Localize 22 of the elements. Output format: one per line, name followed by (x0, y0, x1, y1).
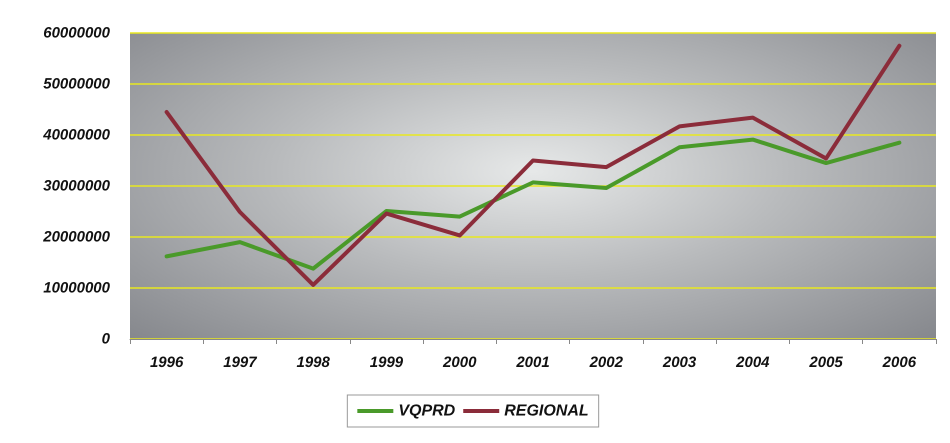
y-tick-label: 10000000 (43, 280, 111, 296)
x-tick-label: 2006 (882, 354, 917, 371)
x-tick-label: 1996 (150, 354, 184, 371)
x-tick-label: 2001 (515, 354, 550, 371)
y-tick-label: 60000000 (43, 24, 111, 42)
x-tick-label: 1997 (223, 354, 258, 371)
legend-label: VQPRD (398, 402, 456, 420)
x-tick-label: 1998 (296, 354, 331, 371)
y-tick-label: 40000000 (42, 126, 111, 144)
x-tick-label: 2004 (735, 354, 770, 371)
line-series (164, 138, 902, 271)
y-tick-label: 0 (102, 330, 111, 348)
x-tick-label: 2002 (588, 354, 624, 371)
line-series (164, 44, 902, 287)
legend-label: REGIONAL (504, 402, 589, 420)
y-tick-label: 50000000 (43, 76, 111, 92)
y-tick-label: 30000000 (43, 178, 111, 194)
y-tick-label: 20000000 (42, 228, 111, 246)
x-tick-label: 2003 (662, 354, 697, 371)
x-tick-label: 2005 (808, 354, 844, 371)
x-tick-label: 2000 (442, 354, 478, 371)
x-tick-label: 1999 (370, 354, 404, 371)
